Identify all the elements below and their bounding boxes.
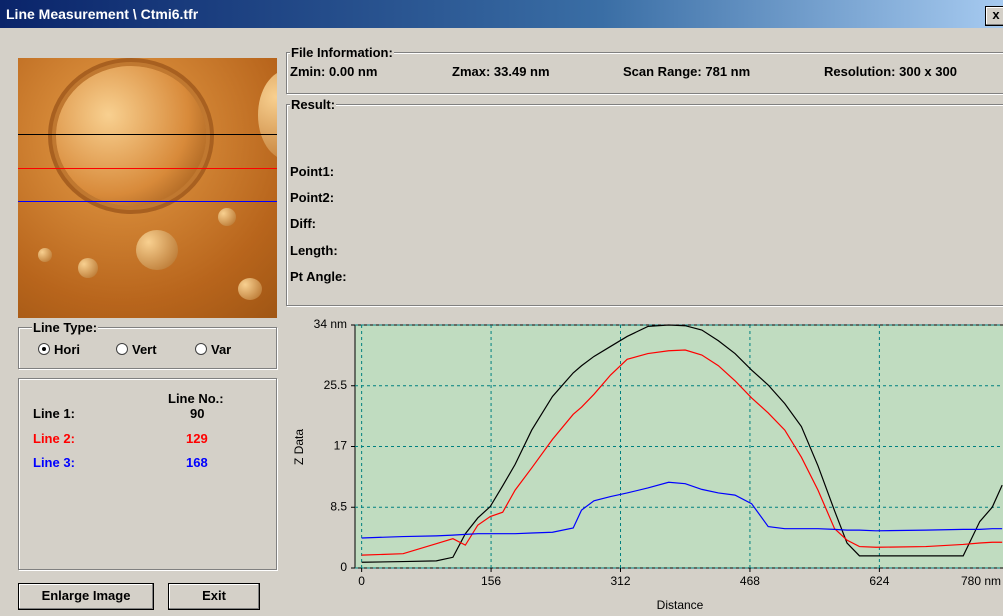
result-field: Pt Angle: bbox=[290, 269, 347, 284]
radio-label: Vert bbox=[132, 342, 157, 357]
result-field: Point1: bbox=[290, 164, 334, 179]
info-field: Resolution: 300 x 300 bbox=[824, 64, 957, 79]
result-group bbox=[286, 104, 1003, 306]
window: Line Measurement \ Ctmi6.tfr x Line Type… bbox=[0, 0, 1003, 616]
x-tick-label: 624 bbox=[869, 574, 889, 588]
y-tick-label: 8.5 bbox=[330, 499, 347, 513]
line-name: Line 2: bbox=[33, 431, 75, 446]
line-name: Line 1: bbox=[33, 406, 75, 421]
scan-image bbox=[18, 58, 277, 318]
x-axis-label: Distance bbox=[657, 598, 704, 612]
x-tick-label: 468 bbox=[740, 574, 760, 588]
chart: Z Data Distance 0 8.5 17 25.5 34 nm 0 156 312 46… bbox=[286, 312, 1003, 616]
result-field: Length: bbox=[290, 243, 338, 258]
radio-label: Var bbox=[211, 342, 231, 357]
info-field: Zmin: 0.00 nm bbox=[290, 64, 377, 79]
x-tick-label: 0 bbox=[358, 574, 365, 588]
y-tick-label: 25.5 bbox=[324, 378, 348, 392]
enlarge-button[interactable]: Enlarge Image bbox=[18, 583, 154, 610]
info-field: Scan Range: 781 nm bbox=[623, 64, 750, 79]
line-name: Line 3: bbox=[33, 455, 75, 470]
line-number: 90 bbox=[190, 406, 204, 421]
group-label: Line Type: bbox=[32, 320, 98, 335]
line-number: 168 bbox=[186, 455, 208, 470]
window-title: Line Measurement \ Ctmi6.tfr bbox=[6, 6, 198, 22]
title-bar: Line Measurement \ Ctmi6.tfr x bbox=[0, 0, 1003, 28]
result-field: Point2: bbox=[290, 190, 334, 205]
close-button[interactable]: x bbox=[985, 6, 1003, 26]
info-field: Zmax: 33.49 nm bbox=[452, 64, 550, 79]
x-tick-label: 312 bbox=[610, 574, 630, 588]
radio-option[interactable]: Var bbox=[195, 342, 231, 357]
line-number: 129 bbox=[186, 431, 208, 446]
radio-label: Hori bbox=[54, 342, 80, 357]
result-field: Diff: bbox=[290, 216, 316, 231]
y-tick-label: 0 bbox=[340, 560, 347, 574]
x-tick-label: 780 nm bbox=[961, 574, 1001, 588]
y-tick-label: 17 bbox=[334, 439, 348, 453]
y-tick-label: 34 nm bbox=[314, 317, 347, 331]
y-axis-label: Z Data bbox=[292, 429, 306, 465]
radio-option[interactable]: Hori bbox=[38, 342, 80, 357]
column-header: Line No.: bbox=[168, 391, 224, 406]
radio-option[interactable]: Vert bbox=[116, 342, 157, 357]
exit-button[interactable]: Exit bbox=[168, 583, 260, 610]
x-tick-label: 156 bbox=[481, 574, 501, 588]
group-label: File Information: bbox=[290, 45, 394, 60]
group-label: Result: bbox=[290, 97, 336, 112]
